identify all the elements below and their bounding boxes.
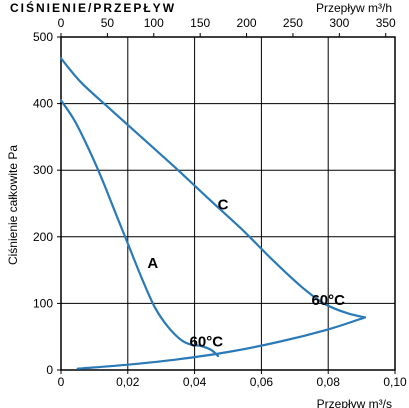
x2-tick-label: 100	[144, 16, 164, 30]
y-tick-label: 0	[46, 363, 53, 377]
x-tick-label: 0	[58, 375, 65, 389]
y-tick-label: 100	[33, 296, 53, 310]
x2-tick-label: 350	[376, 16, 396, 30]
y-tick-label: 400	[33, 97, 53, 111]
curve-annotation: C	[218, 196, 229, 213]
y-tick-label: 500	[33, 30, 53, 44]
x2-tick-label: 0	[58, 16, 65, 30]
x2-tick-label: 300	[329, 16, 349, 30]
curve-c	[59, 57, 366, 319]
x2-tick-label: 50	[101, 16, 115, 30]
chart-title: CIŚNIENIE/PRZEPŁYW	[10, 0, 176, 15]
x-axis-label: Przepływ m³/s	[317, 397, 392, 408]
x-tick-label: 0,02	[116, 375, 140, 389]
tick-labels: 0 0,02 0,04 0,06 0,08 0,10 0 100 200 300 400 500 0 50…	[33, 16, 407, 389]
curve-a	[59, 99, 220, 358]
x-tick-label: 0,04	[183, 375, 207, 389]
y-tick-label: 200	[33, 230, 53, 244]
y-tick-label: 300	[33, 163, 53, 177]
curve-labels: A C 60°C 60°C	[147, 196, 345, 350]
curves	[59, 57, 366, 370]
x2-tick-label: 250	[283, 16, 303, 30]
curve-system	[76, 316, 366, 370]
plot-frame	[60, 36, 396, 371]
curve-annotation: 60°C	[311, 292, 345, 309]
curve-annotation: A	[147, 255, 158, 272]
x2-axis-label: Przepływ m³/h	[316, 1, 392, 15]
x-tick-label: 0,06	[250, 375, 274, 389]
x-tick-label: 0,08	[317, 375, 341, 389]
curve-annotation: 60°C	[190, 334, 224, 351]
x-tick-label: 0,10	[383, 375, 407, 389]
y-axis-label: Ciśnienie całkowite Pa	[6, 145, 20, 265]
x2-tick-label: 150	[190, 16, 210, 30]
x2-tick-label: 200	[237, 16, 257, 30]
